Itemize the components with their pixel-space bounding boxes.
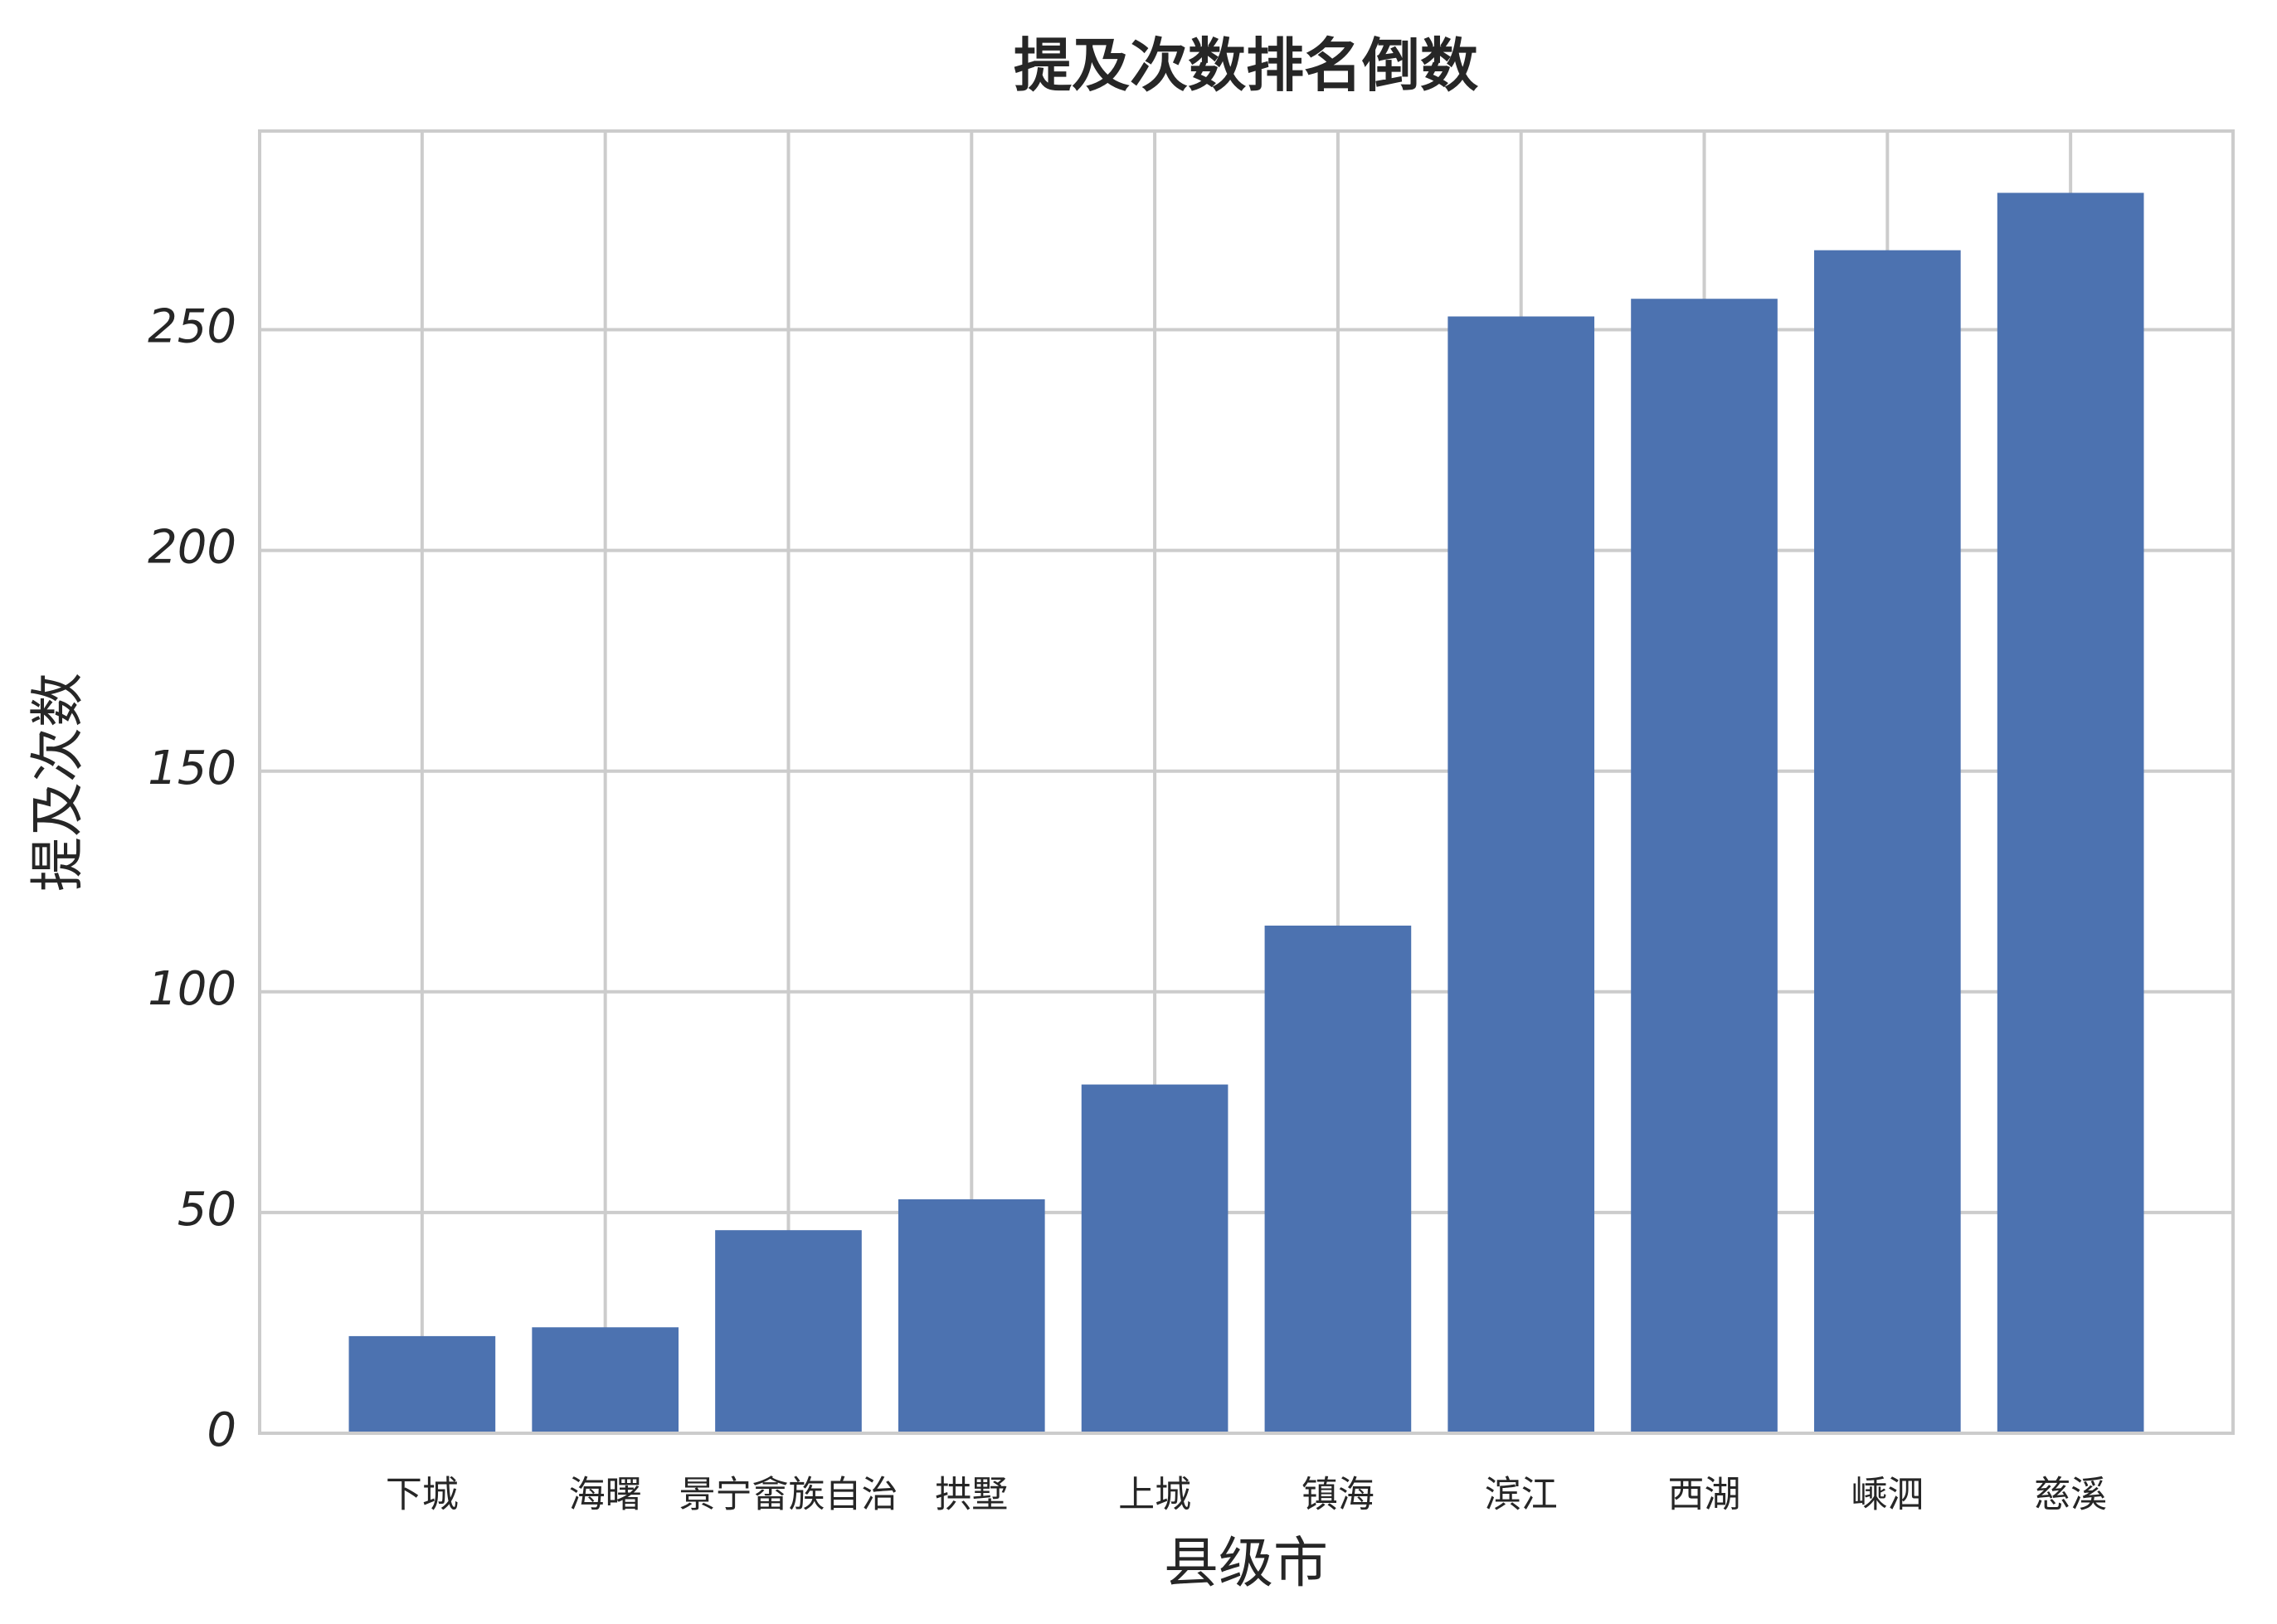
bar xyxy=(1997,192,2144,1434)
x-tick-label: 镇海 xyxy=(1301,1474,1374,1516)
bar xyxy=(532,1327,679,1433)
x-tick-label: 嵊泗 xyxy=(1851,1474,1924,1516)
bar xyxy=(898,1199,1045,1433)
x-tick-label: 景宁畲族自治 xyxy=(679,1474,898,1516)
y-tick-label: 200 xyxy=(148,521,236,575)
x-tick-label: 下城 xyxy=(386,1474,459,1516)
y-tick-label: 50 xyxy=(178,1183,236,1237)
x-tick-label: 拱墅 xyxy=(935,1474,1008,1516)
bar xyxy=(348,1335,496,1433)
y-tick-label: 0 xyxy=(207,1403,236,1457)
x-tick-label: 海曙 xyxy=(569,1474,642,1516)
x-tick-label: 西湖 xyxy=(1668,1474,1741,1516)
bar xyxy=(1081,1084,1229,1433)
y-axis-label: 提及次数 xyxy=(26,673,90,892)
x-tick-label: 慈溪 xyxy=(2034,1474,2107,1516)
x-tick-label: 滨江 xyxy=(1485,1474,1558,1516)
bar xyxy=(1264,925,1412,1433)
y-tick-label: 250 xyxy=(148,300,236,354)
chart-title: 提及次数排名倒数 xyxy=(1014,31,1478,100)
bar xyxy=(1447,316,1595,1434)
bar xyxy=(1631,299,1778,1433)
x-axis-label: 县级市 xyxy=(1164,1531,1328,1595)
x-tick-label: 上城 xyxy=(1118,1474,1191,1516)
plot-frame xyxy=(258,129,2235,1435)
y-tick-label: 150 xyxy=(148,741,236,795)
y-tick-label: 100 xyxy=(148,962,236,1016)
bar xyxy=(715,1230,862,1433)
bar xyxy=(1814,250,1961,1433)
